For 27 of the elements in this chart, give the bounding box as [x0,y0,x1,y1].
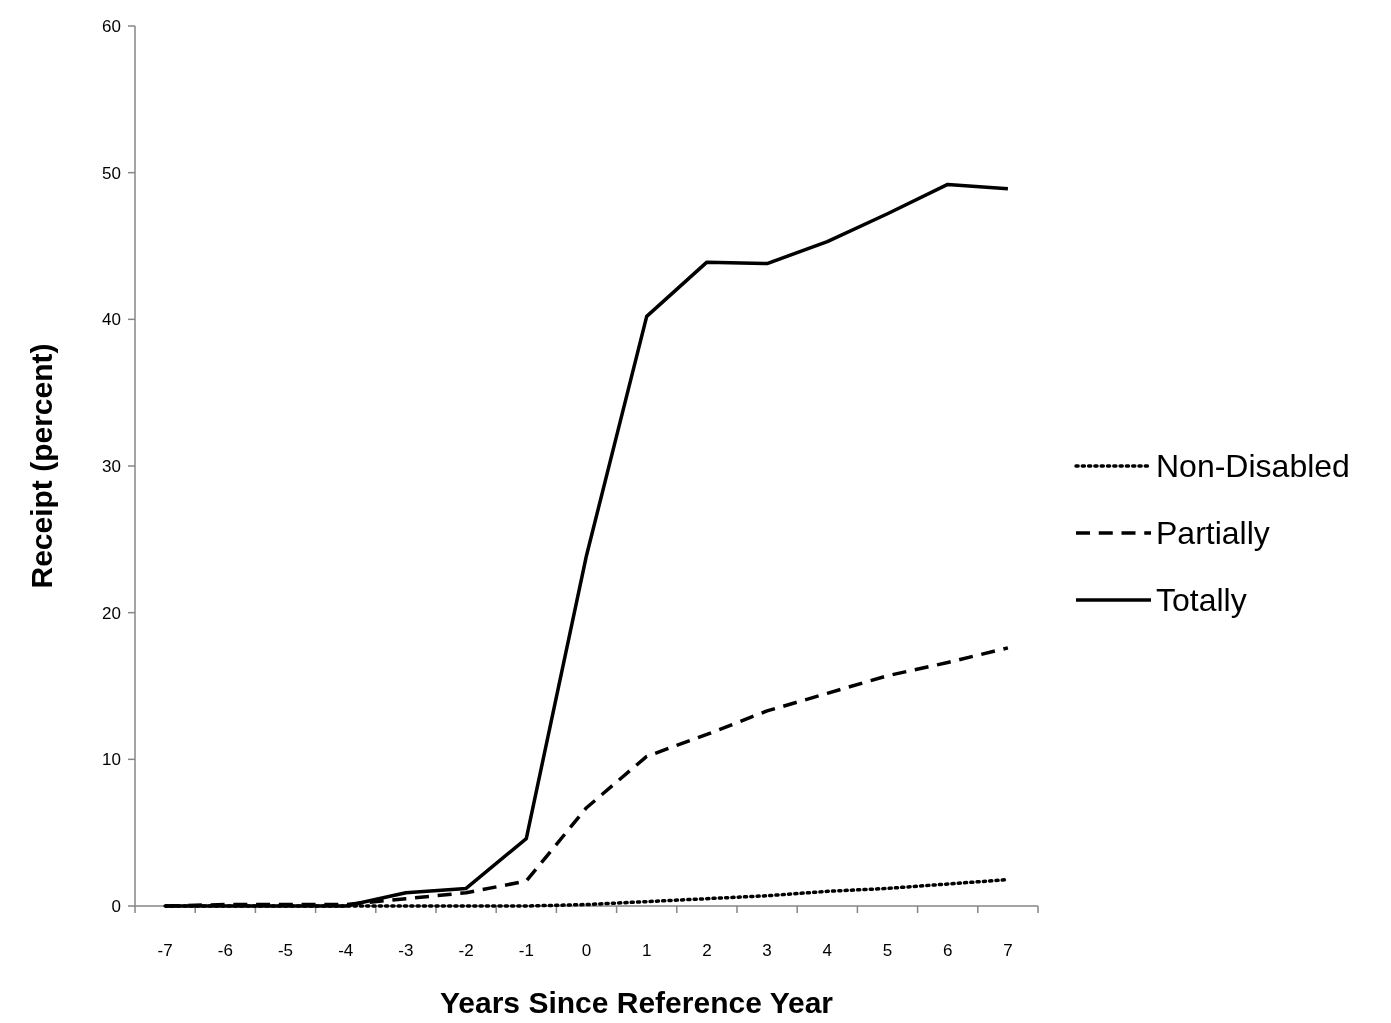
y-tick-label: 30 [102,456,121,476]
x-tick-label: -1 [518,941,534,960]
x-tick-label: 1 [641,941,652,960]
x-tick-label: -7 [157,941,173,960]
x-tick-label: -6 [217,941,233,960]
legend-label: Totally [1156,582,1247,619]
y-tick-label: 10 [102,750,121,770]
y-tick-label: 50 [102,163,121,183]
legend-label: Partially [1156,515,1270,552]
x-tick-label: 4 [822,941,833,960]
x-tick-label: 2 [702,941,712,960]
x-tick-label: 6 [942,941,953,960]
x-tick-label: -4 [338,941,354,960]
x-axis-title: Years Since Reference Year [439,986,834,1019]
y-tick-label: 60 [102,16,121,36]
x-tick-label: 7 [1003,941,1013,960]
y-tick-label: 20 [102,603,121,623]
x-tick-label: 5 [882,941,893,960]
y-tick-label: 0 [111,896,121,916]
y-axis-title: Receipt (percent) [25,343,58,589]
x-tick-label: 0 [581,941,592,960]
x-tick-label: -2 [458,941,474,960]
y-tick-label: 40 [102,310,121,330]
x-tick-label: -5 [277,941,294,960]
x-tick-label: -3 [398,941,414,960]
x-tick-label: 3 [762,941,772,960]
legend-label: Non-Disabled [1156,448,1350,485]
